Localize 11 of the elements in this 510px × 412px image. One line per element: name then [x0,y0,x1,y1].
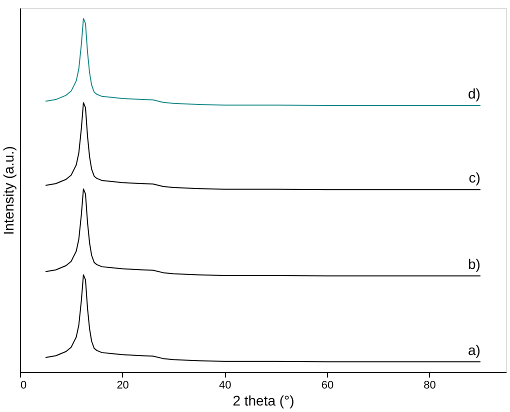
series-label: c) [468,170,480,186]
x-tick-label: 20 [116,380,129,392]
x-tick-label: 60 [321,380,334,392]
series-label: a) [468,342,480,358]
x-tick-label: 40 [219,380,232,392]
x-tick-label: 0 [20,380,27,392]
series-label: b) [468,256,480,272]
series-label: d) [468,86,480,102]
x-tick-label: 80 [424,380,436,392]
x-axis-title: 2 theta (°) [232,392,294,408]
y-axis-title: Intensity (a.u.) [0,146,16,235]
